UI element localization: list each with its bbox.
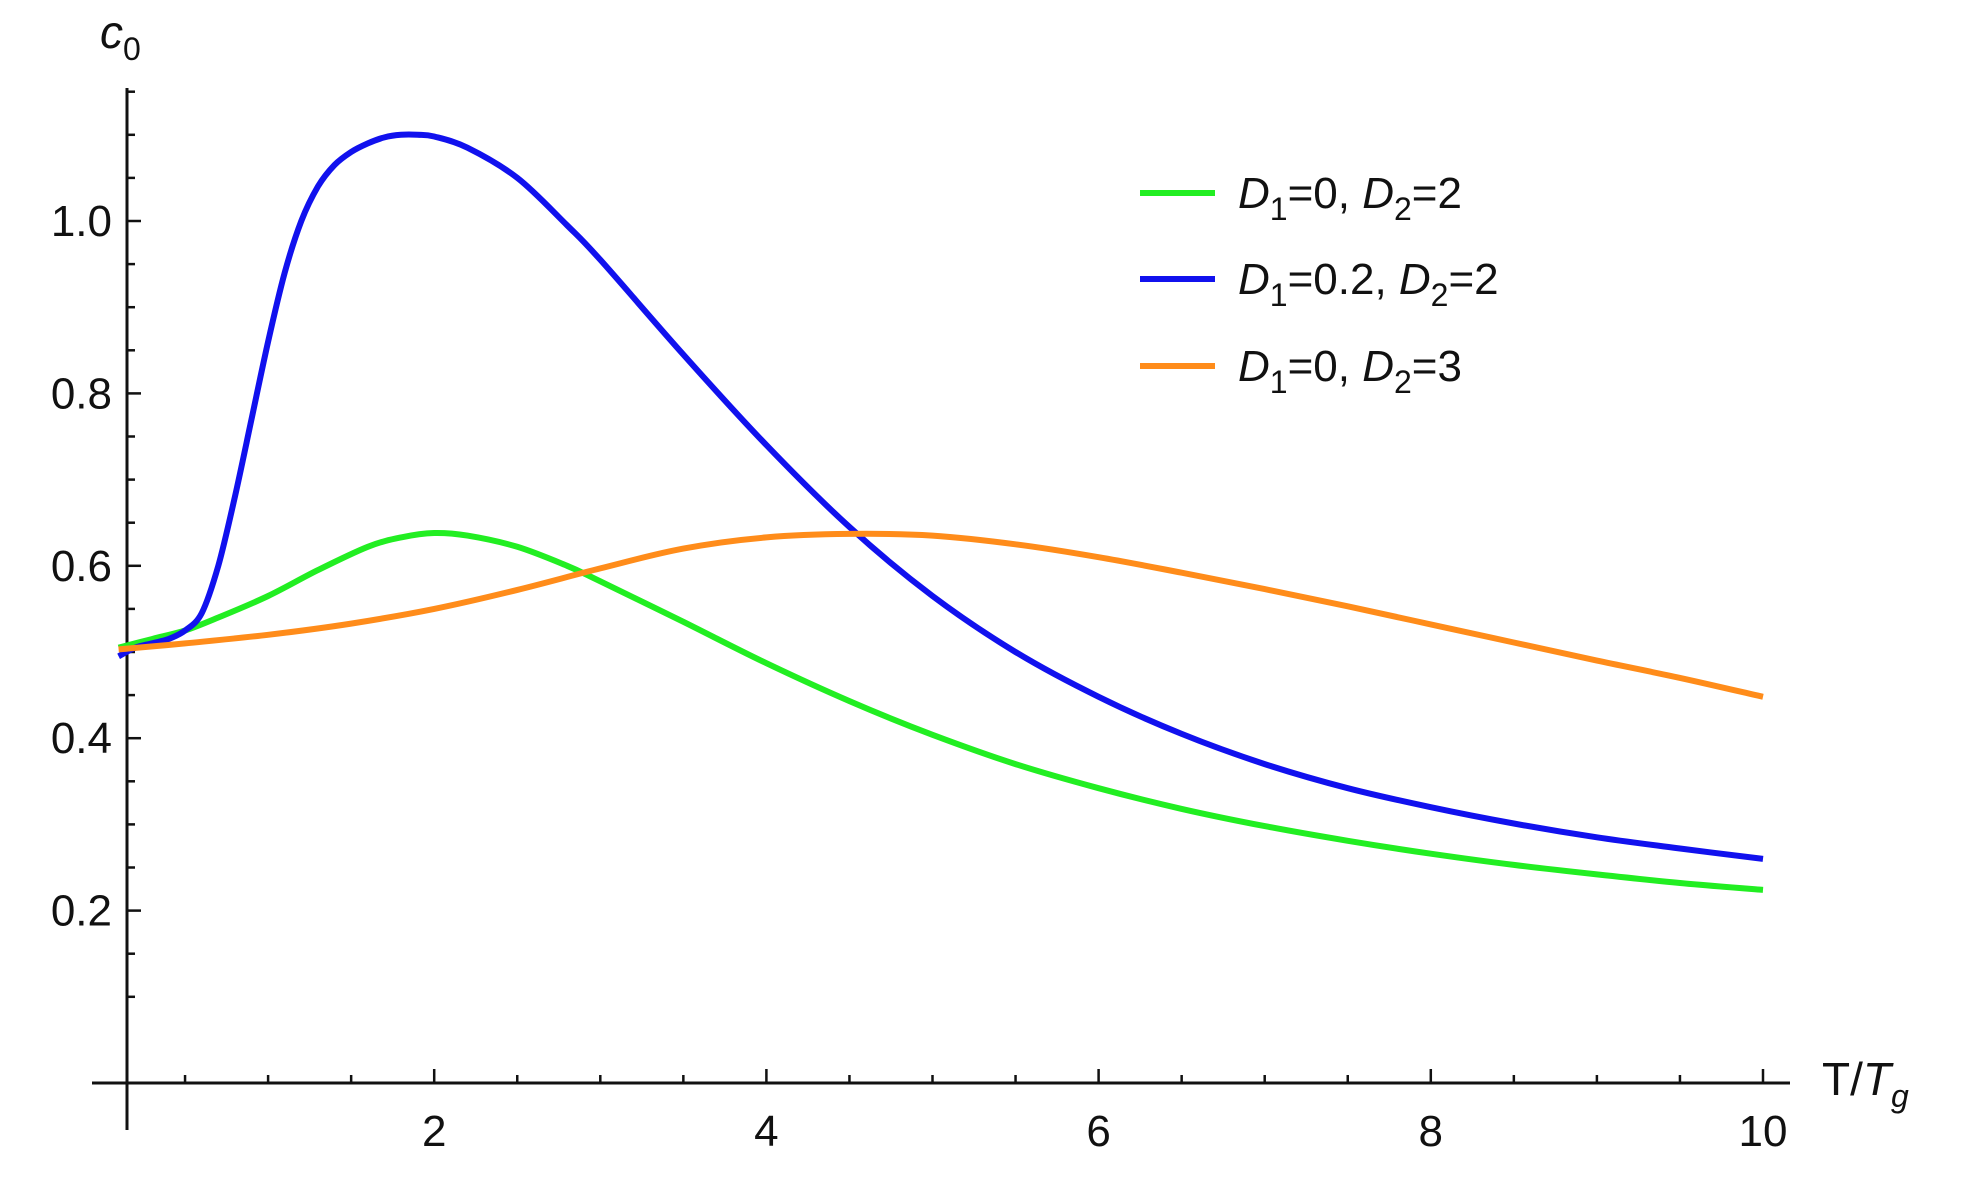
y-tick-label: 0.4 bbox=[51, 714, 112, 763]
y-tick-label: 0.2 bbox=[51, 887, 112, 936]
x-tick-label: 8 bbox=[1419, 1107, 1443, 1156]
y-tick-label: 0.8 bbox=[51, 369, 112, 418]
x-axis-label-sub: g bbox=[1891, 1078, 1909, 1114]
legend-label-2: D1=0.2, D2=2 bbox=[1238, 255, 1499, 313]
x-axis-label-main: T/ bbox=[1822, 1053, 1863, 1105]
y-axis-label-sub: 0 bbox=[123, 31, 141, 67]
series-layer bbox=[117, 131, 1764, 893]
y-axis-label-var: c bbox=[100, 6, 123, 58]
y-tick-label: 1.0 bbox=[51, 197, 112, 246]
x-tick-label: 10 bbox=[1739, 1107, 1788, 1156]
series-line-2 bbox=[117, 131, 1764, 862]
x-tick-label: 4 bbox=[754, 1107, 778, 1156]
tick-labels: 2 4 6 8 10 0.2 0.4 0.6 0.8 1.0 bbox=[51, 197, 1788, 1156]
series-line-1 bbox=[117, 529, 1764, 893]
legend: D1=0, D2=2 D1=0.2, D2=2 D1=0, D2=3 bbox=[1140, 169, 1499, 400]
x-tick-label: 6 bbox=[1086, 1107, 1110, 1156]
series-line-3 bbox=[118, 530, 1764, 700]
y-axis-label: c0 bbox=[100, 6, 141, 67]
y-tick-label: 0.6 bbox=[51, 542, 112, 591]
x-axis-label-var: T bbox=[1863, 1053, 1894, 1105]
x-tick-label: 2 bbox=[422, 1107, 446, 1156]
legend-label-3: D1=0, D2=3 bbox=[1238, 342, 1462, 400]
x-axis-label: T/Tg bbox=[1822, 1053, 1909, 1114]
axes bbox=[92, 88, 1790, 1130]
legend-label-1: D1=0, D2=2 bbox=[1238, 169, 1462, 227]
